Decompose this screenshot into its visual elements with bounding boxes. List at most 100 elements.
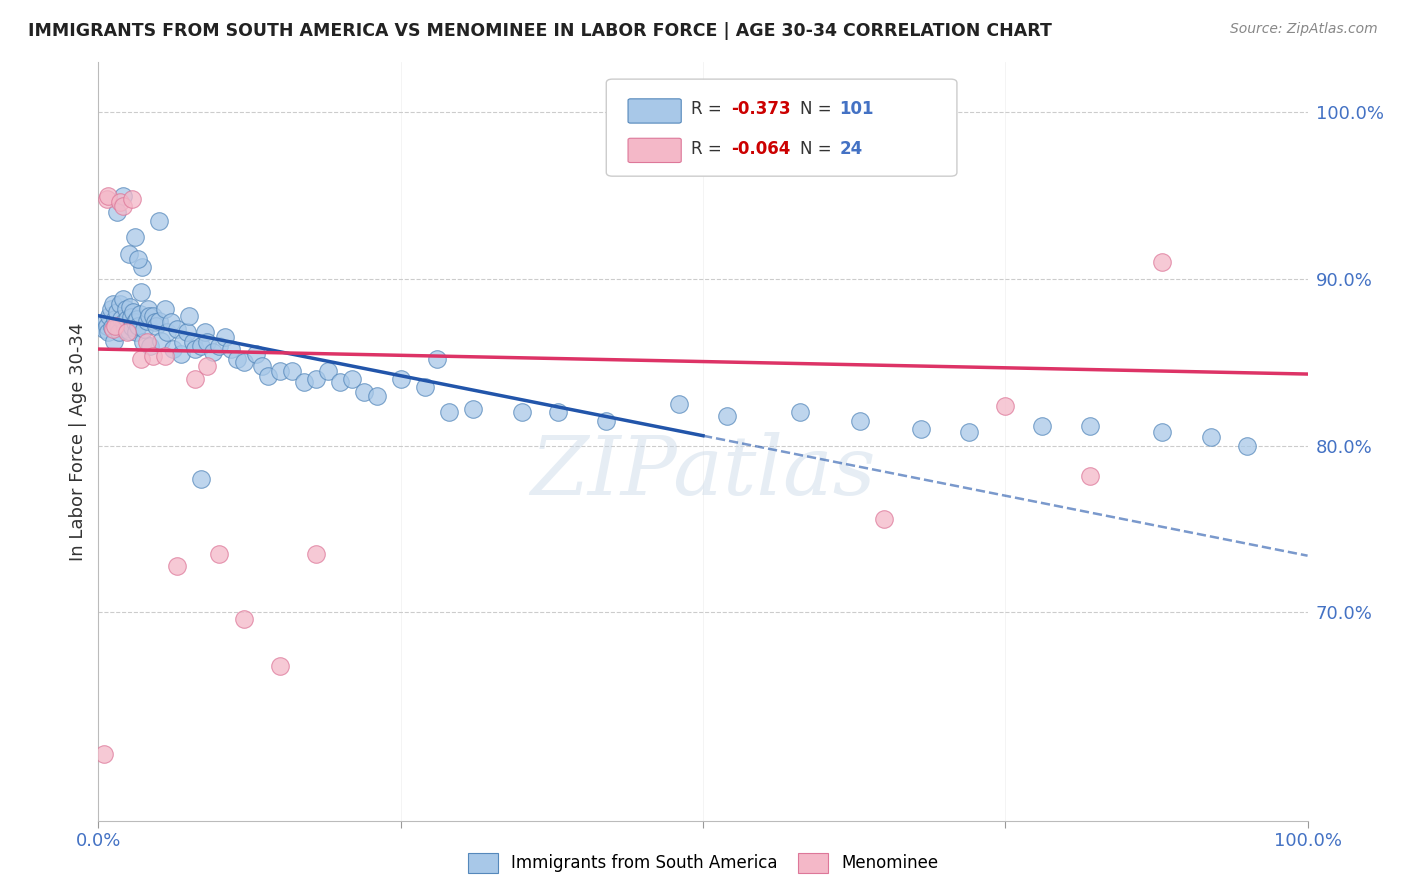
Point [127, 252, 149, 266]
Point [437, 405, 460, 419]
Point [957, 425, 980, 440]
Point [994, 399, 1017, 413]
Point [104, 312, 127, 326]
Point [281, 364, 304, 378]
Point [101, 322, 124, 336]
Point [329, 376, 352, 390]
Point [138, 309, 160, 323]
Point [1236, 439, 1258, 453]
Point [100, 320, 122, 334]
Point [716, 409, 738, 423]
FancyBboxPatch shape [628, 99, 682, 123]
Point [145, 318, 167, 333]
Point [426, 352, 449, 367]
Point [463, 402, 485, 417]
Point [132, 335, 155, 350]
Point [366, 389, 388, 403]
Point [160, 315, 183, 329]
Text: 101: 101 [839, 101, 875, 119]
Point [93, 322, 115, 336]
Legend: Immigrants from South America, Menominee: Immigrants from South America, Menominee [461, 847, 945, 880]
Point [105, 305, 128, 319]
Point [184, 342, 207, 356]
Point [148, 314, 170, 328]
Point [127, 312, 149, 326]
Point [142, 349, 165, 363]
Point [101, 297, 124, 311]
Text: Source: ZipAtlas.com: Source: ZipAtlas.com [1230, 22, 1378, 37]
Point [124, 315, 146, 329]
Point [153, 301, 176, 316]
Point [214, 330, 236, 344]
Point [156, 326, 179, 340]
Point [232, 355, 254, 369]
Point [121, 320, 143, 334]
Point [125, 326, 148, 340]
Point [1031, 418, 1053, 433]
Point [789, 405, 811, 419]
Point [162, 342, 184, 356]
Point [202, 345, 225, 359]
Point [269, 658, 291, 673]
Point [547, 405, 569, 419]
Point [190, 339, 212, 353]
Point [110, 312, 132, 326]
Point [115, 301, 138, 316]
Text: N =: N = [800, 140, 837, 158]
Point [111, 292, 134, 306]
Point [105, 205, 128, 219]
Point [111, 199, 134, 213]
Point [97, 326, 120, 340]
Point [305, 547, 328, 561]
Point [195, 359, 218, 373]
Point [142, 309, 165, 323]
Point [316, 364, 339, 378]
Point [134, 322, 156, 336]
Point [131, 260, 153, 275]
Point [184, 372, 207, 386]
Point [166, 322, 188, 336]
Y-axis label: In Labor Force | Age 30-34: In Labor Force | Age 30-34 [69, 322, 87, 561]
Point [232, 612, 254, 626]
Text: -0.373: -0.373 [731, 101, 790, 119]
Point [305, 372, 328, 386]
Point [595, 414, 617, 428]
Point [181, 335, 204, 350]
Text: R =: R = [690, 140, 727, 158]
Point [1152, 425, 1174, 440]
Point [910, 422, 932, 436]
FancyBboxPatch shape [606, 79, 957, 177]
Point [150, 334, 173, 348]
Point [128, 307, 150, 321]
Point [118, 301, 141, 315]
Point [1199, 430, 1222, 444]
Text: N =: N = [800, 101, 837, 119]
Point [194, 326, 217, 340]
Point [108, 326, 131, 340]
Point [98, 309, 121, 323]
Point [120, 310, 142, 325]
Text: IMMIGRANTS FROM SOUTH AMERICA VS MENOMINEE IN LABOR FORCE | AGE 30-34 CORRELATIO: IMMIGRANTS FROM SOUTH AMERICA VS MENOMIN… [28, 22, 1052, 40]
Point [124, 230, 146, 244]
Point [292, 376, 315, 390]
Point [107, 318, 129, 333]
Point [221, 342, 243, 356]
Point [153, 349, 176, 363]
Point [114, 322, 136, 336]
Point [245, 347, 267, 361]
Point [342, 372, 364, 386]
Point [1078, 418, 1101, 433]
Point [143, 315, 166, 329]
Point [118, 324, 141, 338]
Point [169, 347, 191, 361]
FancyBboxPatch shape [628, 138, 682, 162]
Point [108, 195, 131, 210]
Point [96, 318, 118, 333]
Text: -0.064: -0.064 [731, 140, 790, 158]
Text: ZIPatlas: ZIPatlas [530, 432, 876, 512]
Point [190, 472, 212, 486]
Point [208, 547, 231, 561]
Point [250, 359, 273, 373]
Point [127, 318, 149, 333]
Point [111, 188, 134, 202]
